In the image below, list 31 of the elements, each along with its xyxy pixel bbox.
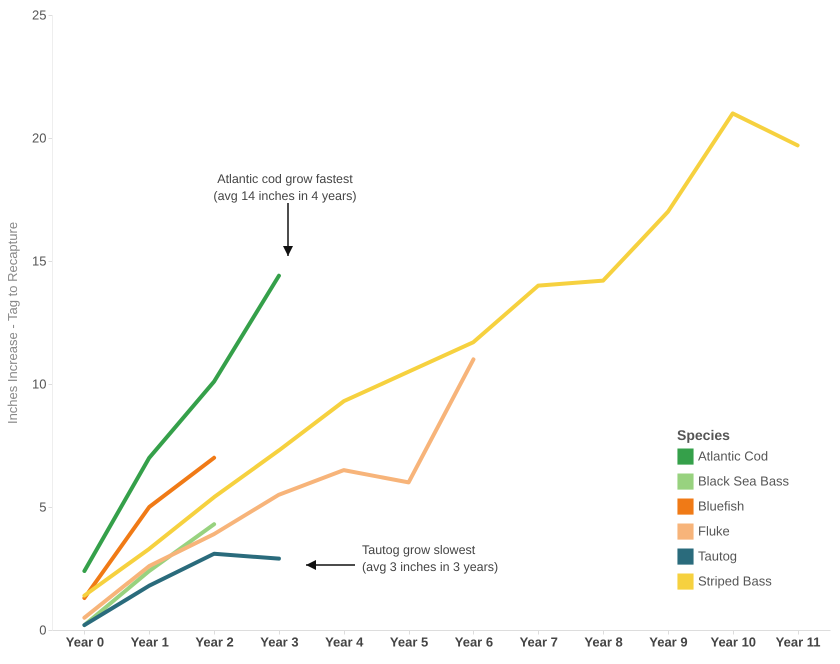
legend-label: Black Sea Bass (698, 474, 790, 488)
legend-label: Bluefish (698, 498, 744, 514)
x-tick-label: Year 5 (390, 634, 428, 650)
line-series (82, 274, 281, 573)
legend-label: Fluke (698, 524, 730, 538)
y-tick-label: 15 (32, 254, 46, 268)
x-tick-label: Year 10 (710, 634, 756, 650)
x-tick-label: Year 6 (454, 634, 494, 650)
annotation: Atlantic cod grow fastest (avg 14 inches in 4 years) (213, 172, 357, 203)
legend-label: Striped Bass (698, 574, 772, 588)
x-tick-label: Year 11 (776, 634, 820, 650)
x-tick-label: Year 7 (520, 634, 558, 650)
x-tick-label: Year 3 (260, 634, 299, 650)
line-series (82, 111, 800, 598)
annotation: Tautog grow slowest (avg 3 inches in 3 years) (362, 543, 498, 574)
y-tick-label: 0 (39, 622, 46, 638)
y-axis-title: Inches Increase - Tag to Recapture (5, 222, 20, 424)
x-tick-label: Year 4 (325, 634, 364, 650)
x-tick-label: Year 9 (649, 634, 688, 650)
legend-title: Species (677, 427, 730, 443)
x-tick-label: Year 0 (66, 634, 104, 650)
y-tick-label: 10 (32, 376, 46, 392)
y-tick-label: 20 (32, 130, 46, 146)
x-tick-label: Year 8 (584, 634, 623, 650)
x-tick-label: Year 2 (195, 634, 234, 650)
legend-label: Atlantic Cod (698, 448, 768, 464)
line-series (82, 552, 281, 628)
legend-label: Tautog (698, 548, 738, 564)
y-tick-label: 25 (32, 8, 46, 22)
y-tick-label: 5 (39, 500, 46, 514)
x-tick-label: Year 1 (130, 634, 169, 650)
